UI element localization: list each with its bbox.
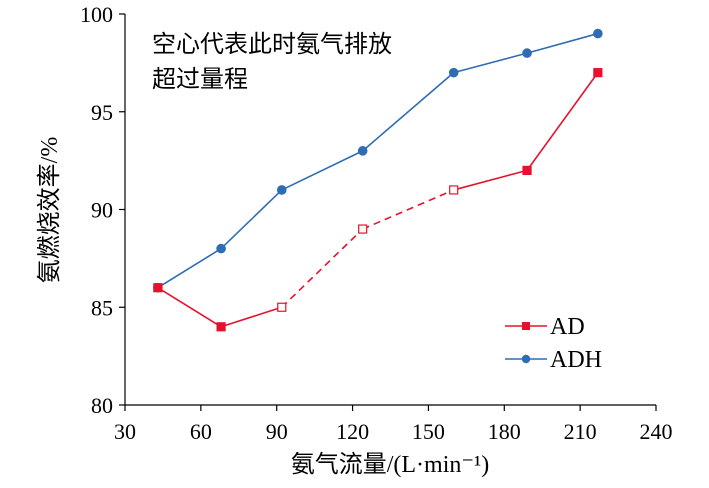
annotation-line-1: 空心代表此时氨气排放 bbox=[152, 31, 392, 58]
series-adh-point bbox=[522, 48, 532, 58]
y-tick-label: 85 bbox=[91, 295, 113, 320]
series-ad-point bbox=[593, 68, 603, 78]
y-axis-title: 氨燃烧效率/% bbox=[36, 137, 63, 284]
x-ticks: 30 60 90 120 150 180 210 240 bbox=[114, 405, 673, 444]
legend: AD ADH bbox=[505, 314, 602, 373]
x-tick-label: 240 bbox=[640, 419, 673, 444]
x-tick-label: 120 bbox=[336, 419, 369, 444]
x-tick-label: 180 bbox=[488, 419, 521, 444]
y-tick-label: 90 bbox=[91, 198, 113, 223]
series-adh-segment bbox=[220, 189, 283, 250]
series-adh-segment bbox=[362, 72, 455, 152]
series-adh-point bbox=[357, 146, 368, 156]
series-ad-point bbox=[522, 165, 532, 175]
y-ticks: 80 85 90 95 100 bbox=[80, 2, 125, 418]
series-adh-segment bbox=[526, 32, 599, 54]
series-ad-segment bbox=[157, 287, 222, 328]
series-adh-point bbox=[593, 28, 603, 39]
legend-ad-label: AD bbox=[550, 314, 585, 340]
series-adh-point bbox=[216, 243, 226, 254]
x-tick-label: 90 bbox=[266, 419, 288, 444]
legend-ad-marker bbox=[522, 322, 530, 330]
series-ad-point bbox=[216, 322, 226, 332]
annotation-line-2: 超过量程 bbox=[152, 66, 248, 93]
series-ad-segment bbox=[220, 306, 283, 328]
series-ad-segment bbox=[281, 228, 364, 308]
x-tick-label: 150 bbox=[412, 419, 445, 444]
series-ad-point bbox=[449, 185, 459, 195]
x-tick-label: 60 bbox=[190, 419, 212, 444]
y-tick-label: 95 bbox=[91, 100, 113, 125]
series-ad-point bbox=[153, 283, 163, 293]
series-adh-segment bbox=[453, 52, 528, 74]
series-adh-segment bbox=[157, 247, 222, 289]
y-tick-label: 100 bbox=[80, 2, 113, 27]
series-ad-segment bbox=[526, 72, 599, 171]
x-axis-title: 氨气流量/(L·min⁻¹) bbox=[291, 451, 490, 478]
series-lines bbox=[157, 32, 599, 328]
legend-adh-marker bbox=[521, 354, 531, 364]
x-tick-label: 210 bbox=[564, 419, 597, 444]
series-markers bbox=[153, 28, 603, 332]
series-ad-point bbox=[358, 224, 368, 234]
series-adh-segment bbox=[281, 150, 364, 191]
series-adh-point bbox=[448, 67, 459, 78]
series-ad-segment bbox=[362, 189, 455, 230]
legend-adh-label: ADH bbox=[550, 347, 602, 373]
series-adh-point bbox=[276, 185, 287, 195]
series-ad-point bbox=[277, 302, 287, 312]
x-tick-label: 30 bbox=[114, 419, 136, 444]
series-ad-segment bbox=[453, 169, 528, 191]
y-tick-label: 80 bbox=[91, 393, 113, 418]
